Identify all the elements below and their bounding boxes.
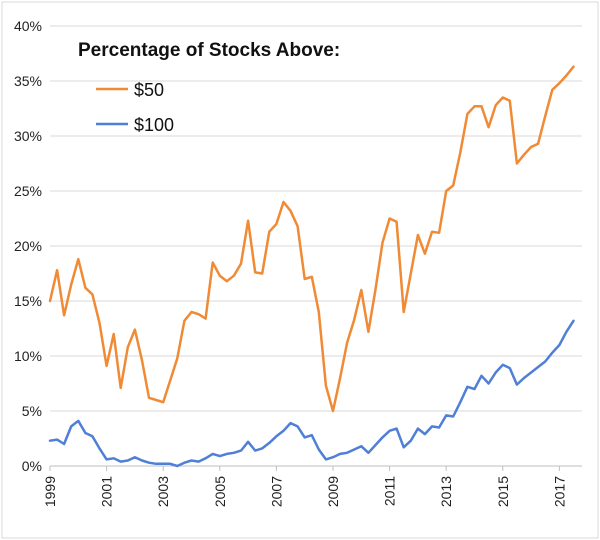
- x-tick-label: 2005: [212, 476, 228, 507]
- x-tick-label: 2007: [268, 476, 284, 507]
- x-tick-label: 2003: [155, 476, 171, 507]
- series-line-1: [48, 319, 575, 468]
- y-tick-label: 10%: [14, 348, 42, 364]
- y-tick-label: 25%: [14, 183, 42, 199]
- axes: 0% 5% 10% 15% 20% 25% 30% 35% 40% 1999 2001 2003 200…: [14, 18, 567, 507]
- x-tick-label: 2009: [325, 476, 341, 507]
- gridlines: [50, 25, 582, 467]
- x-tick-label: 2017: [551, 476, 567, 507]
- x-tick-label: 1999: [42, 476, 58, 507]
- legend: Percentage of Stocks Above: $50 $100: [78, 40, 340, 135]
- y-tick-label: 35%: [14, 73, 42, 89]
- y-tick-label: 40%: [14, 18, 42, 34]
- y-tick-label: 30%: [14, 128, 42, 144]
- y-tick-label: 20%: [14, 238, 42, 254]
- legend-label-50: $50: [134, 80, 164, 100]
- y-tick-label: 15%: [14, 293, 42, 309]
- series-lines: [48, 65, 575, 468]
- y-tick-label: 5%: [22, 403, 42, 419]
- x-tick-label: 2013: [438, 476, 454, 507]
- y-tick-label: 0%: [22, 458, 42, 474]
- series-line-0: [48, 65, 575, 413]
- legend-label-100: $100: [134, 115, 174, 135]
- x-tick-label: 2011: [382, 476, 398, 506]
- legend-title: Percentage of Stocks Above:: [78, 40, 340, 61]
- x-tick-label: 2015: [495, 476, 511, 507]
- x-tick-label: 2001: [99, 476, 115, 507]
